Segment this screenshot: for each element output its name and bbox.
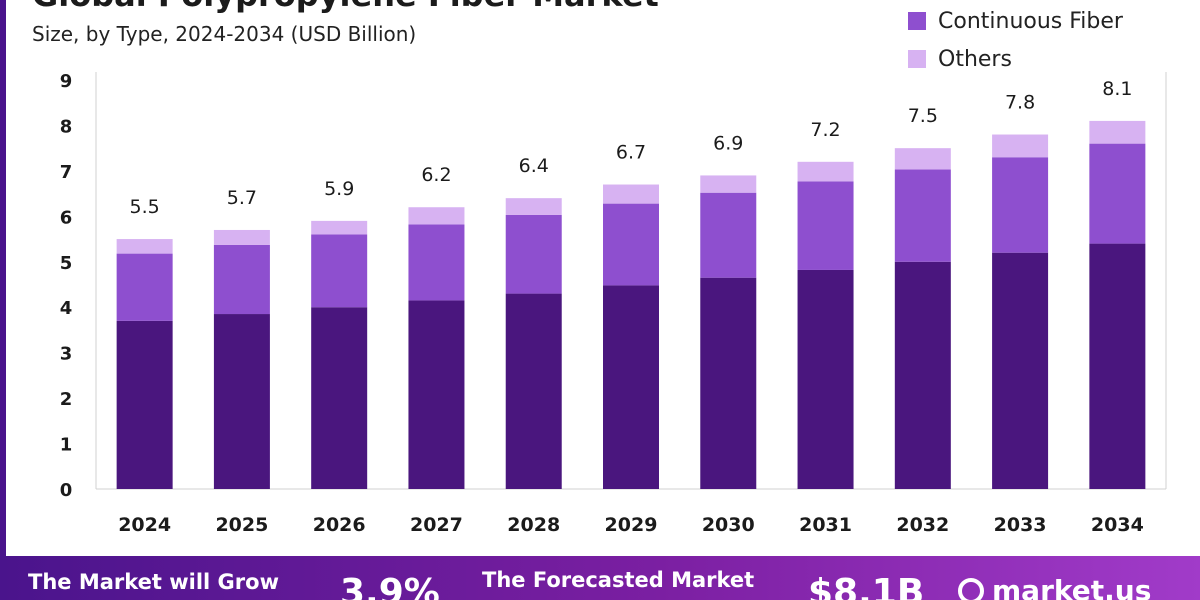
bar-segment-base <box>408 300 465 489</box>
brand-logo: market.us <box>958 574 1151 600</box>
left-frame-bar <box>0 0 6 556</box>
chart-title: Global Polypropylene Fiber Market <box>32 0 659 14</box>
bar-segment-base <box>311 307 368 489</box>
y-tick-label: 5 <box>60 253 73 274</box>
bar-segment-others <box>213 229 270 245</box>
legend-label-others: Others <box>938 46 1012 72</box>
legend-swatch-continuous-fiber <box>908 12 926 30</box>
x-tick-label: 2029 <box>605 514 658 536</box>
bar-total-label: 6.9 <box>713 132 743 154</box>
bar-segment-others <box>797 161 854 182</box>
legend-swatch-others <box>908 50 926 68</box>
bar-segment-continuous-fiber <box>603 203 659 286</box>
bar-segment-continuous-fiber <box>700 192 757 278</box>
bar-segment-continuous-fiber <box>992 157 1049 253</box>
x-tick-label: 2027 <box>410 514 463 536</box>
x-tick-label: 2028 <box>507 514 560 536</box>
x-tick-label: 2032 <box>896 514 949 536</box>
bar-segment-base <box>1089 243 1146 489</box>
bar-segment-others <box>116 239 173 254</box>
bar-segment-continuous-fiber <box>213 244 270 315</box>
bar-segment-base <box>797 269 854 489</box>
bar-segment-continuous-fiber <box>1089 143 1146 244</box>
chart-subtitle: Size, by Type, 2024-2034 (USD Billion) <box>32 22 417 46</box>
banner-grow-label: The Market will Grow <box>28 570 279 594</box>
y-tick-label: 1 <box>60 435 73 456</box>
bar-segment-base <box>894 261 951 489</box>
bar-segment-base <box>992 252 1049 489</box>
x-tick-label: 2034 <box>1091 514 1144 536</box>
footer-banner: The Market will Grow 3.9% The Forecasted… <box>0 556 1200 600</box>
bar-segment-others <box>408 207 465 225</box>
y-tick-label: 9 <box>60 71 73 92</box>
y-tick-label: 8 <box>60 116 73 137</box>
legend-item-others: Others <box>908 40 1123 78</box>
bar-segment-continuous-fiber <box>894 169 951 262</box>
x-tick-label: 2026 <box>313 514 366 536</box>
x-tick-label: 2030 <box>702 514 755 536</box>
y-tick-label: 6 <box>60 207 73 228</box>
bar-total-label: 7.5 <box>908 105 938 127</box>
bar-total-label: 8.1 <box>1102 78 1132 100</box>
bar-segment-continuous-fiber <box>408 224 465 301</box>
bar-segment-base <box>603 285 659 489</box>
banner-cagr-value: 3.9% <box>340 572 440 600</box>
bar-segment-continuous-fiber <box>505 214 562 294</box>
banner-forecast-value: $8.1B <box>808 572 925 600</box>
bar-segment-others <box>992 134 1049 158</box>
y-tick-label: 7 <box>60 162 73 183</box>
bar-segment-base <box>213 314 270 489</box>
bar-segment-others <box>1089 120 1146 144</box>
y-tick-label: 2 <box>60 389 73 410</box>
bar-segment-base <box>505 293 562 489</box>
x-tick-label: 2024 <box>118 514 171 536</box>
x-tick-label: 2025 <box>215 514 268 536</box>
bar-total-label: 7.2 <box>810 119 840 141</box>
bar-segment-others <box>603 184 659 204</box>
bar-total-label: 6.4 <box>519 155 549 177</box>
y-tick-label: 0 <box>60 480 73 501</box>
banner-forecast-label: The Forecasted Market <box>482 568 755 592</box>
bar-segment-others <box>505 198 562 215</box>
bar-segment-continuous-fiber <box>311 234 368 308</box>
bar-total-label: 5.7 <box>227 187 257 209</box>
brand-name: market.us <box>992 574 1152 600</box>
bar-chart: 0 1 2 3 4 5 6 7 8 9 5.5 2024 5.7 2025 5.9 2026 6.2 2027 6.… <box>60 71 1167 536</box>
bar-segment-others <box>311 220 368 235</box>
chart-legend: Continuous Fiber Others <box>908 2 1123 78</box>
bar-segment-base <box>700 277 757 489</box>
bar-segment-continuous-fiber <box>116 253 173 321</box>
brand-logo-icon <box>958 577 984 600</box>
y-tick-label: 3 <box>60 344 73 365</box>
bar-total-label: 7.8 <box>1005 92 1035 114</box>
bar-total-label: 6.2 <box>421 164 451 186</box>
x-tick-label: 2031 <box>799 514 852 536</box>
y-tick-label: 4 <box>60 298 73 319</box>
bar-segment-others <box>700 175 757 193</box>
bar-total-label: 6.7 <box>616 142 646 164</box>
legend-item-continuous-fiber: Continuous Fiber <box>908 2 1123 40</box>
bar-total-label: 5.9 <box>324 178 354 200</box>
bar-segment-others <box>894 148 951 170</box>
x-tick-label: 2033 <box>994 514 1047 536</box>
bar-segment-base <box>116 320 173 489</box>
legend-label-continuous-fiber: Continuous Fiber <box>938 8 1123 34</box>
bar-segment-continuous-fiber <box>797 181 854 270</box>
bar-total-label: 5.5 <box>130 196 160 218</box>
